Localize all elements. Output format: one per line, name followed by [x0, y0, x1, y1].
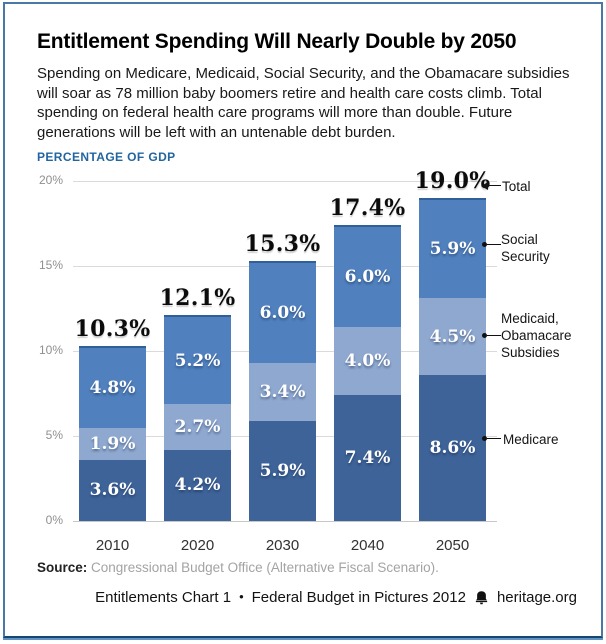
segment-2050-medicaid: 4.5% — [419, 298, 486, 375]
chart-subtitle: Spending on Medicare, Medicaid, Social S… — [37, 65, 570, 141]
segment-value-label: 4.8% — [89, 377, 136, 398]
x-tick-label-2040: 2040 — [350, 537, 385, 554]
y-tick-label-5: 5% — [45, 428, 63, 442]
y-tick-label-0: 0% — [45, 513, 63, 527]
annotation-social-line1: Social — [501, 232, 538, 247]
segment-value-label: 2.7% — [174, 416, 221, 437]
page-title: Entitlement Spending Will Nearly Double … — [37, 30, 517, 53]
segment-value-label: 3.4% — [259, 381, 306, 402]
chart-frame: Entitlement Spending Will Nearly Double … — [3, 2, 603, 638]
segment-value-label: 5.9% — [429, 239, 476, 260]
segment-value-label: 4.2% — [174, 475, 221, 496]
annotation-total-label: Total — [502, 179, 531, 194]
attribution-chart-name: Entitlements Chart 1 — [95, 589, 232, 606]
segment-2030-social-security: 6.0% — [249, 260, 316, 363]
segment-value-label: 5.9% — [259, 460, 306, 481]
attribution-site: heritage.org — [496, 589, 577, 606]
bullet-separator: • — [239, 589, 244, 604]
y-tick-label-20: 20% — [38, 173, 63, 187]
y-tick-label-10: 10% — [38, 343, 63, 357]
source-line: Source: Congressional Budget Office (Alt… — [37, 560, 439, 575]
bar-2040: 17.4% 6.0% 4.0% 7.4% — [330, 195, 405, 521]
x-tick-label-2050: 2050 — [435, 537, 470, 554]
bar-2020: 12.1% 5.2% 2.7% 4.2% — [160, 285, 235, 521]
segment-2020-medicare: 4.2% — [164, 449, 231, 521]
medicaid-leader-line — [482, 332, 501, 338]
segment-2040-medicare: 7.4% — [334, 395, 401, 521]
segment-value-label: 3.6% — [89, 480, 136, 501]
segment-2040-medicaid: 4.0% — [334, 327, 401, 396]
liberty-bell-icon — [474, 590, 489, 605]
annotation-social-security: Social Security — [501, 231, 550, 265]
social-leader-line — [482, 241, 501, 247]
annotation-medicare: Medicare — [503, 431, 559, 448]
total-label-2020: 12.1% — [159, 285, 236, 312]
total-label-2030: 15.3% — [244, 230, 321, 257]
annotation-medicaid-line1: Medicaid, — [501, 311, 559, 326]
chart-canvas: Entitlement Spending Will Nearly Double … — [5, 4, 601, 636]
x-tick-label-2020: 2020 — [180, 537, 215, 554]
total-label-2050: 19.0% — [414, 168, 491, 194]
gridline-20 — [73, 181, 497, 182]
source-label: Source: — [37, 560, 88, 575]
bar-2010: 10.3% 4.8% 1.9% 3.6% — [75, 316, 150, 521]
segment-value-label: 5.2% — [174, 350, 221, 371]
segment-2010-medicaid: 1.9% — [79, 427, 146, 460]
gridline-0 — [73, 521, 497, 522]
annotation-medicaid-line3: Subsidies — [501, 345, 560, 360]
bar-2030: 15.3% 6.0% 3.4% 5.9% — [245, 231, 320, 521]
segment-value-label: 8.6% — [429, 437, 476, 458]
annotation-medicaid-obamacare: Medicaid, Obamacare Subsidies — [501, 310, 572, 361]
medicare-leader-line — [482, 435, 501, 441]
segment-value-label: 4.0% — [344, 351, 391, 372]
segment-2030-medicare: 5.9% — [249, 420, 316, 521]
total-label-2040: 17.4% — [329, 195, 406, 222]
segment-value-label: 1.9% — [89, 433, 136, 454]
segment-value-label: 6.0% — [344, 267, 391, 288]
annotation-medicaid-line2: Obamacare — [501, 328, 572, 343]
x-tick-label-2010: 2010 — [95, 537, 130, 554]
attribution-line: Entitlements Chart 1 • Federal Budget in… — [95, 589, 577, 606]
segment-2020-social-security: 5.2% — [164, 315, 231, 404]
x-tick-label-2030: 2030 — [265, 537, 300, 554]
segment-2010-medicare: 3.6% — [79, 459, 146, 521]
segment-2040-social-security: 6.0% — [334, 225, 401, 328]
segment-value-label: 6.0% — [259, 302, 306, 323]
segment-2050-medicare: 8.6% — [419, 374, 486, 521]
segment-2050-social-security: 5.9% — [419, 198, 486, 299]
annotation-social-line2: Security — [501, 249, 550, 264]
source-text: Congressional Budget Office (Alternative… — [87, 560, 439, 575]
total-leader-arrow — [481, 181, 501, 190]
stacked-bar-chart: 0% 5% 10% 15% 20% 10.3% 4.8% 1.9% 3.6% 2010 12.1% 5… — [5, 168, 601, 554]
total-label-2010: 10.3% — [74, 315, 151, 342]
segment-2020-medicaid: 2.7% — [164, 403, 231, 450]
y-axis-unit-label: PERCENTAGE OF GDP — [37, 150, 176, 164]
segment-2010-social-security: 4.8% — [79, 345, 146, 428]
annotation-total: Total — [502, 178, 531, 195]
bar-2050: 19.0% 5.9% 4.5% 8.6% — [415, 168, 490, 521]
segment-value-label: 4.5% — [429, 326, 476, 347]
segment-2030-medicaid: 3.4% — [249, 362, 316, 421]
annotation-medicare-label: Medicare — [503, 432, 559, 447]
y-tick-label-15: 15% — [38, 258, 63, 272]
attribution-publication: Federal Budget in Pictures 2012 — [251, 589, 466, 606]
segment-value-label: 7.4% — [344, 448, 391, 469]
